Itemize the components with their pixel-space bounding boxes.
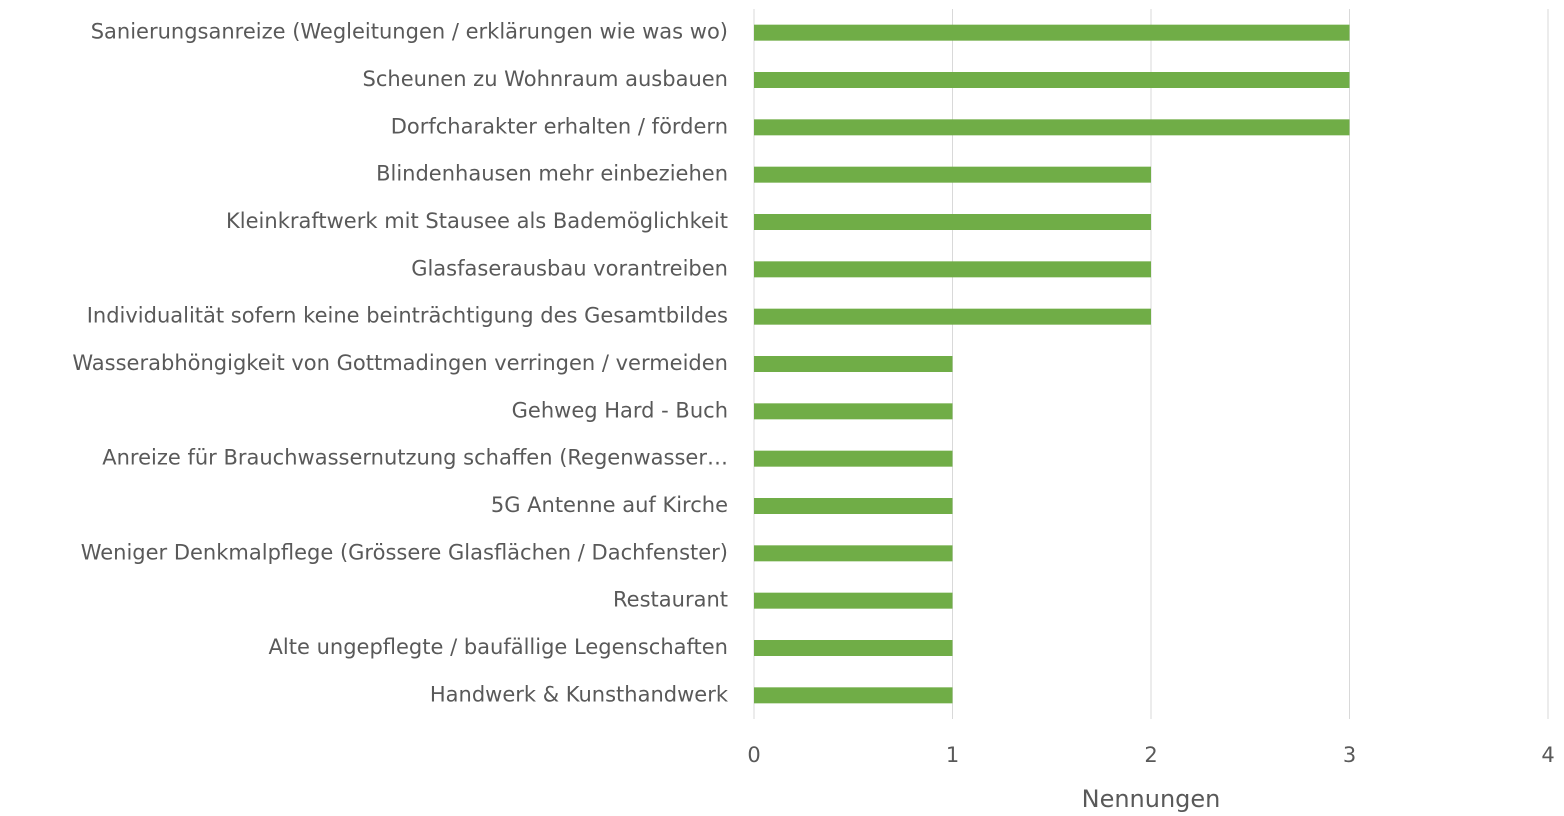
bar — [754, 592, 953, 609]
bar — [754, 72, 1350, 88]
y-tick-label: Glasfaserausbau vorantreiben — [411, 256, 728, 280]
y-tick-label: Sanierungsanreize (Wegleitungen / erklär… — [91, 20, 728, 44]
y-tick-label: Gehweg Hard - Buch — [512, 398, 728, 422]
bar — [754, 24, 1350, 41]
y-tick-label: Alte ungepflegte / baufällige Legenschaf… — [269, 635, 728, 659]
x-tick-label: 3 — [1343, 743, 1356, 767]
x-axis-title: Nennungen — [1082, 785, 1221, 813]
x-tick-label: 2 — [1144, 743, 1157, 767]
bar — [754, 261, 1151, 278]
bar — [754, 214, 1151, 230]
y-tick-label: Weniger Denkmalpflege (Grössere Glasfläc… — [81, 540, 728, 564]
x-tick-label: 4 — [1541, 743, 1554, 767]
y-tick-label: Restaurant — [613, 588, 728, 612]
bar — [754, 166, 1151, 183]
bar — [754, 687, 953, 704]
y-tick-label: Wasserabhöngigkeit von Gottmadingen verr… — [72, 351, 728, 375]
y-tick-label: Anreize für Brauchwassernutzung schaffen… — [102, 446, 728, 470]
bar — [754, 356, 953, 372]
x-tick-label: 1 — [946, 743, 959, 767]
y-tick-label: Handwerk & Kunsthandwerk — [430, 682, 729, 706]
y-tick-label: Dorfcharakter erhalten / fördern — [391, 114, 728, 138]
y-tick-label: 5G Antenne auf Kirche — [491, 493, 728, 517]
bar — [754, 498, 953, 514]
y-tick-label: Kleinkraftwerk mit Stausee als Bademögli… — [226, 209, 728, 233]
bar — [754, 308, 1151, 325]
x-tick-label: 0 — [747, 743, 760, 767]
y-tick-label: Scheunen zu Wohnraum ausbauen — [363, 67, 728, 91]
y-tick-label: Blindenhausen mehr einbeziehen — [376, 162, 728, 186]
bar — [754, 640, 953, 656]
bar — [754, 119, 1350, 136]
y-tick-label: Individualität sofern keine beinträchtig… — [87, 304, 728, 328]
bar — [754, 545, 953, 562]
bar — [754, 450, 953, 467]
bar — [754, 403, 953, 420]
